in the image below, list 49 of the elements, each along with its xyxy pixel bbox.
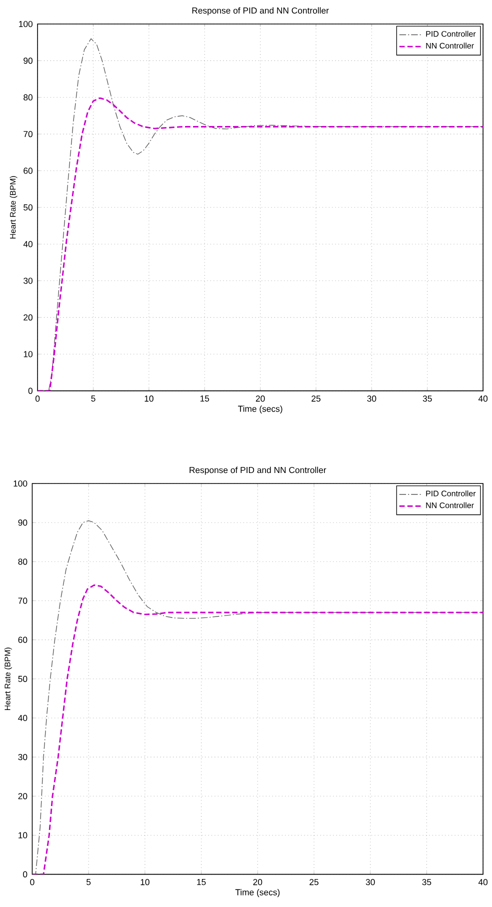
- y-tick-label: 0: [22, 871, 28, 878]
- x-tick-label: 35: [422, 879, 431, 886]
- y-tick-label: 70: [23, 130, 32, 138]
- y-tick-label: 20: [23, 314, 32, 321]
- y-axis-title: Heart Rate (BPM): [10, 176, 18, 239]
- x-tick-label: 40: [478, 879, 488, 886]
- x-axis-title: Time (secs): [238, 405, 282, 414]
- y-axis-title: Heart Rate (BPM): [4, 648, 12, 710]
- y-tick-label: 80: [23, 94, 32, 100]
- y-tick-label: 40: [23, 241, 32, 248]
- x-tick-label: 20: [253, 879, 262, 886]
- legend-label: PID Controller: [426, 30, 476, 37]
- x-tick-label: 40: [478, 396, 488, 402]
- legend-label: PID Controller: [426, 490, 476, 496]
- y-tick-label: 10: [18, 832, 28, 838]
- x-tick-label: 15: [200, 396, 209, 402]
- y-tick-label: 30: [18, 754, 28, 760]
- x-tick-label: 5: [86, 879, 90, 886]
- x-tick-label: 10: [140, 879, 150, 886]
- chart-title: Response of PID and NN Controller: [190, 466, 326, 475]
- y-tick-label: 40: [18, 714, 28, 722]
- x-tick-label: 0: [35, 396, 40, 402]
- x-tick-label: 10: [144, 396, 154, 402]
- x-tick-label: 20: [256, 396, 265, 402]
- y-tick-label: 90: [18, 520, 28, 526]
- x-axis-title: Time (secs): [235, 888, 280, 898]
- y-tick-label: 90: [23, 58, 32, 64]
- y-tick-label: 10: [24, 351, 32, 358]
- x-tick-label: 30: [366, 879, 375, 886]
- x-tick-label: 5: [91, 396, 96, 402]
- x-tick-label: 15: [196, 879, 206, 886]
- y-tick-label: 60: [23, 168, 32, 174]
- x-tick-label: 35: [422, 396, 432, 402]
- y-tick-label: 0: [28, 388, 32, 394]
- y-tick-label: 100: [18, 20, 32, 28]
- y-tick-label: 50: [23, 204, 32, 210]
- y-tick-label: 60: [18, 636, 28, 643]
- y-tick-label: 70: [18, 598, 28, 604]
- legend-label: NN Controller: [426, 42, 474, 49]
- chart-title: Response of PID and NN Controller: [192, 7, 329, 16]
- y-tick-label: 50: [18, 676, 28, 682]
- y-tick-label: 20: [18, 793, 28, 800]
- x-tick-label: 25: [309, 879, 318, 886]
- x-tick-label: 30: [367, 396, 376, 402]
- legend-label: NN Controller: [426, 502, 474, 508]
- x-tick-label: 25: [311, 396, 320, 402]
- y-tick-label: 80: [18, 558, 28, 565]
- y-tick-label: 100: [14, 480, 28, 487]
- y-tick-label: 30: [23, 278, 32, 284]
